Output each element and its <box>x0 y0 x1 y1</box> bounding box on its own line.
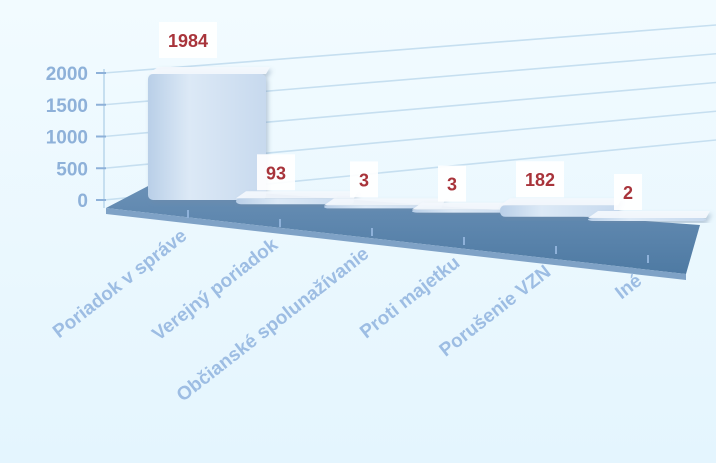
bar-top <box>324 198 446 206</box>
floor-plane <box>106 185 700 274</box>
gridline <box>103 24 716 74</box>
data-label-box <box>438 165 466 202</box>
data-labels: 1984 93 3 3 182 2 <box>159 22 642 210</box>
bar <box>236 191 358 205</box>
y-axis: 0 500 1000 1500 2000 <box>46 64 106 212</box>
data-label: 3 <box>438 165 466 202</box>
x-tick-label: Občianské spolunažívanie <box>173 243 373 406</box>
y-tick-label: 1500 <box>46 96 88 117</box>
data-label: 1984 <box>159 22 217 59</box>
bar-body <box>324 205 442 209</box>
bar-top <box>236 191 358 199</box>
x-tick-label: Iné <box>612 270 647 303</box>
bar <box>324 198 446 209</box>
bar-top <box>500 198 622 206</box>
bar-body <box>236 198 354 205</box>
data-label-text: 1984 <box>168 31 208 51</box>
bar-body <box>148 74 266 200</box>
x-tick-label: Proti majetku <box>356 252 464 343</box>
bar <box>148 67 270 200</box>
y-tick-label: 1000 <box>46 128 88 149</box>
data-label-box <box>614 174 642 210</box>
data-label-text: 3 <box>359 170 369 190</box>
y-tick-label: 2000 <box>46 64 88 85</box>
data-label: 182 <box>516 161 564 198</box>
y-tick-label: 500 <box>56 159 88 180</box>
bar-body <box>588 218 706 221</box>
data-label-text: 2 <box>623 183 633 203</box>
data-label-box <box>516 161 564 198</box>
bar <box>588 211 710 221</box>
bar-top <box>148 67 270 75</box>
bar-body <box>500 205 618 217</box>
data-label: 93 <box>257 154 295 191</box>
data-label-box <box>350 161 378 198</box>
chart-floor <box>106 185 700 280</box>
data-label-box <box>159 22 217 59</box>
data-label-text: 3 <box>447 175 457 195</box>
data-label-text: 93 <box>266 163 286 183</box>
data-label: 3 <box>350 161 378 198</box>
floor-edge <box>106 208 686 280</box>
bar <box>500 198 622 217</box>
bars <box>148 67 710 221</box>
y-tick-label: 0 <box>77 191 88 212</box>
data-label-box <box>257 154 295 191</box>
data-label-text: 182 <box>525 170 555 190</box>
bar-top <box>588 211 710 218</box>
data-label: 2 <box>614 174 642 210</box>
